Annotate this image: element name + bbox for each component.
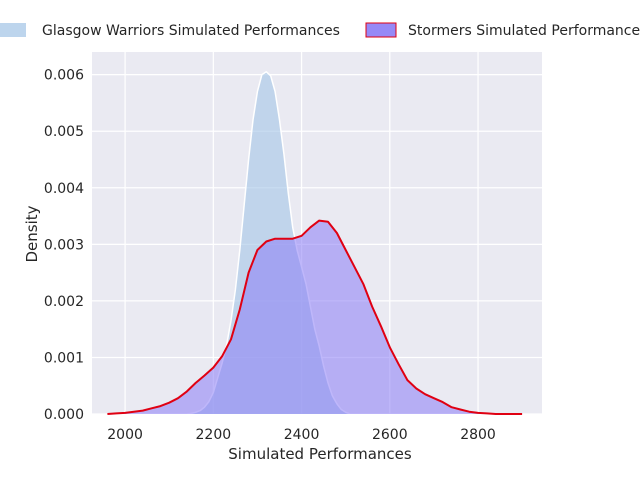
density-line-2	[107, 219, 523, 415]
y-tick-label: 0.006	[44, 68, 84, 84]
x-tick-label: 2200	[196, 427, 232, 443]
x-axis-ticks: 2000 2200 2400 2600 2800	[107, 427, 496, 443]
legend-swatch-1	[0, 23, 26, 37]
x-tick-label: 2400	[284, 427, 320, 443]
x-tick-label: 2800	[460, 427, 496, 443]
legend-label-2: Stormers Simulated Performances	[408, 23, 640, 39]
x-tick-label: 2000	[107, 427, 143, 443]
density-areas	[107, 71, 523, 415]
legend: Glasgow Warriors Simulated Performances S…	[0, 22, 640, 39]
y-tick-label: 0.000	[44, 407, 84, 423]
y-tick-label: 0.004	[44, 181, 84, 197]
grid-lines	[92, 52, 542, 415]
x-tick-label: 2600	[372, 427, 408, 443]
density-area-2	[107, 220, 523, 414]
y-axis-ticks: 0.000 0.001 0.002 0.003 0.004 0.005 0.006	[44, 68, 84, 423]
x-axis-title: Simulated Performances	[228, 445, 412, 463]
y-tick-label: 0.003	[44, 237, 84, 253]
y-tick-label: 0.005	[44, 124, 84, 140]
y-axis-title: Density	[23, 205, 41, 262]
y-tick-label: 0.001	[44, 350, 84, 366]
y-tick-label: 0.002	[44, 294, 84, 310]
legend-swatch-2	[365, 22, 397, 38]
legend-label-1: Glasgow Warriors Simulated Performances	[42, 23, 340, 39]
